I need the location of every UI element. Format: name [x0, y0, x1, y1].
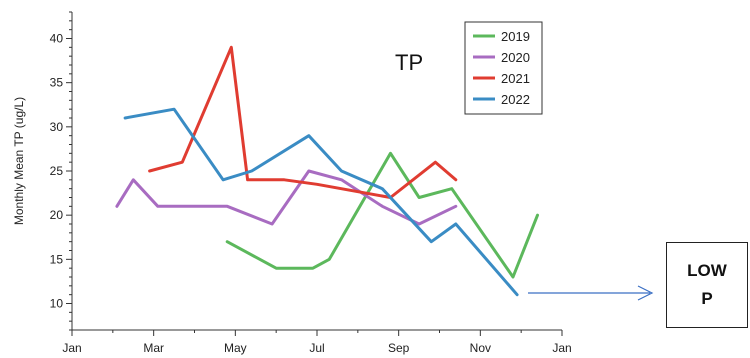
low-p-box: LOW P: [666, 242, 748, 328]
low-p-line2: P: [701, 289, 713, 308]
y-tick-label: 25: [50, 164, 64, 178]
chart-annotation: TP: [395, 50, 423, 75]
series-line-2022: [123, 107, 519, 297]
legend-label-2020: 2020: [501, 50, 530, 65]
x-tick-label: Jul: [309, 341, 324, 355]
series-line-2021: [148, 45, 458, 199]
legend-label-2019: 2019: [501, 29, 530, 44]
series-layer: [115, 45, 539, 297]
x-tick-label: Nov: [470, 341, 491, 355]
y-tick-label: 40: [50, 32, 64, 46]
low-p-line1: LOW: [687, 261, 727, 280]
legend-label-2021: 2021: [501, 71, 530, 86]
y-tick-label: 30: [50, 120, 64, 134]
x-tick-label: Jan: [552, 341, 571, 355]
axes: 10 15 20 25 30 35 40 Jan Mar May Jul Sep Nov Jan Month…: [12, 11, 572, 355]
series-line-2019: [225, 151, 539, 279]
x-tick-label: Jan: [62, 341, 81, 355]
y-tick-label: 15: [50, 252, 64, 266]
legend-label-2022: 2022: [501, 92, 530, 107]
y-tick-label: 35: [50, 76, 64, 90]
x-tick-label: May: [224, 341, 247, 355]
y-axis-label: Monthly Mean TP (ug/L): [12, 97, 26, 225]
series-line-2020: [115, 169, 458, 226]
x-tick-label: Mar: [143, 341, 164, 355]
y-tick-label: 20: [50, 208, 64, 222]
x-tick-label: Sep: [388, 341, 410, 355]
y-tick-label: 10: [50, 297, 64, 311]
pointer-arrow-icon: [637, 285, 654, 301]
legend: 2019 2020 2021 2022: [464, 21, 543, 115]
